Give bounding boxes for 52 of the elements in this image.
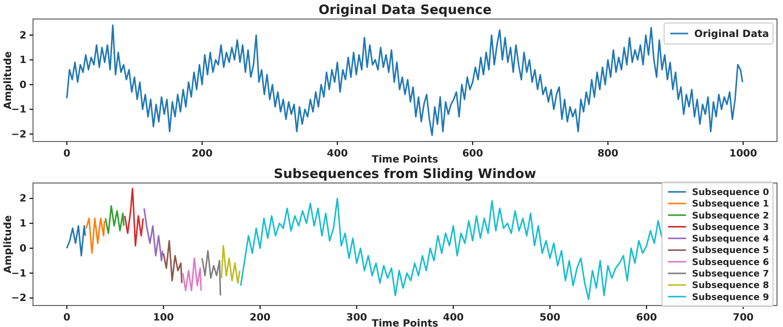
chart-title: Subsequences from Sliding Window xyxy=(274,166,536,182)
x-tick-label: 700 xyxy=(732,312,754,323)
legend-label: Original Data xyxy=(694,29,769,40)
y-tick-label: 2 xyxy=(20,193,27,204)
legend-label: Subsequence 6 xyxy=(692,257,769,268)
legend-label: Subsequence 0 xyxy=(692,187,769,198)
y-tick-label: −2 xyxy=(11,129,27,140)
x-tick-label: 400 xyxy=(326,148,348,160)
x-tick-label: 300 xyxy=(346,312,368,323)
line-series xyxy=(162,240,183,284)
legend-label: Subsequence 4 xyxy=(692,234,769,244)
y-tick-label: 0 xyxy=(20,242,27,254)
y-axis-title: Amplitude xyxy=(3,51,14,110)
y-tick-label: 1 xyxy=(20,218,27,230)
x-tick-label: 200 xyxy=(250,312,271,323)
x-tick-label: 0 xyxy=(63,312,70,323)
y-tick-label: 1 xyxy=(20,55,27,66)
y-tick-label: −2 xyxy=(11,292,27,304)
x-tick-label: 800 xyxy=(597,148,618,160)
legend-label: Subsequence 3 xyxy=(692,222,769,232)
x-axis-title: Time Points xyxy=(372,154,438,166)
x-tick-label: 600 xyxy=(462,148,484,160)
x-tick-label: 400 xyxy=(442,312,464,323)
chart-title: Original Data Sequence xyxy=(318,3,492,18)
line-series xyxy=(104,204,125,234)
legend-label: Subsequence 5 xyxy=(692,246,769,256)
y-tick-label: −1 xyxy=(11,268,27,279)
legend-label: Subsequence 7 xyxy=(692,269,769,280)
y-tick-label: 0 xyxy=(20,80,27,91)
x-axis-title: Time Points xyxy=(372,318,438,327)
line-series xyxy=(220,244,241,284)
line-series xyxy=(201,249,222,296)
legend-label: Subsequence 8 xyxy=(692,280,769,291)
legend-label: Subsequence 1 xyxy=(692,199,769,210)
y-tick-label: −1 xyxy=(11,104,27,116)
x-tick-label: 500 xyxy=(540,312,560,323)
line-series xyxy=(66,224,86,256)
line-series xyxy=(240,197,663,300)
x-tick-label: 0 xyxy=(63,148,70,160)
x-tick-label: 1000 xyxy=(729,148,758,160)
x-tick-label: 600 xyxy=(636,312,658,323)
legend-label: Subsequence 9 xyxy=(692,292,769,302)
line-series xyxy=(85,217,106,254)
x-tick-label: 200 xyxy=(192,148,213,160)
y-axis-title: Amplitude xyxy=(3,214,14,273)
line-series xyxy=(124,187,144,246)
legend-label: Subsequence 2 xyxy=(692,210,769,221)
y-tick-label: 2 xyxy=(20,30,27,42)
line-series xyxy=(182,256,202,291)
line-series xyxy=(66,24,744,136)
x-tick-label: 100 xyxy=(153,312,174,323)
line-series xyxy=(143,207,164,261)
